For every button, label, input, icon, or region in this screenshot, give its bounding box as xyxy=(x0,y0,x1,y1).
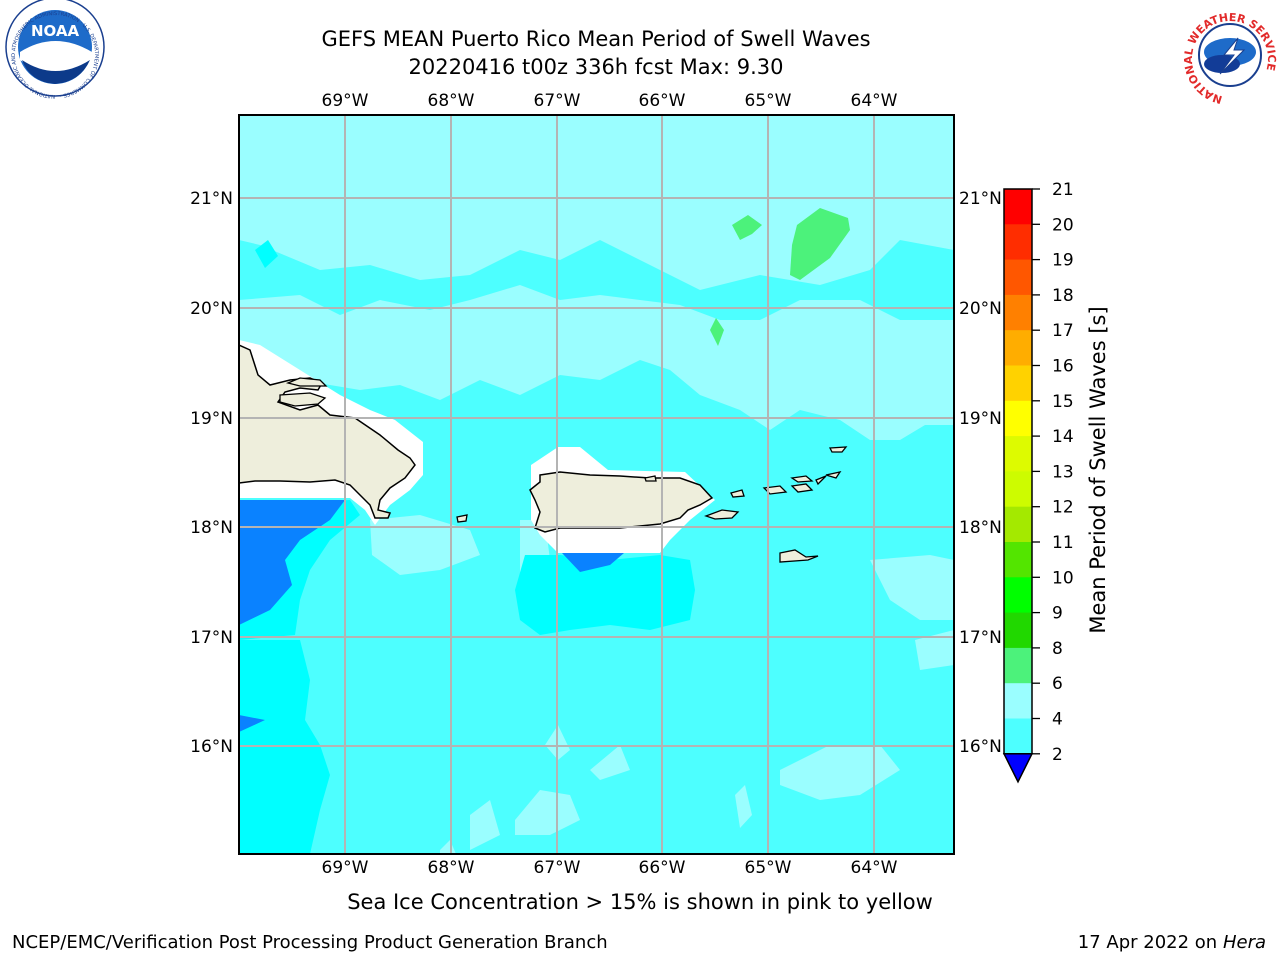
colorbar-segment xyxy=(1004,683,1032,719)
footer-credit: NCEP/EMC/Verification Post Processing Pr… xyxy=(12,932,608,953)
colorbar-tick-label: 14 xyxy=(1052,427,1074,447)
colorbar-tick-label: 9 xyxy=(1052,604,1063,624)
contour-2-4 xyxy=(239,500,624,732)
colorbar-tick-label: 12 xyxy=(1052,498,1074,518)
lon-label: 64°W xyxy=(851,858,898,878)
lon-label: 69°W xyxy=(322,858,369,878)
colorbar-under-arrow xyxy=(1002,753,1034,784)
colorbar-tick-label: 18 xyxy=(1052,286,1074,306)
chart-title: GEFS MEAN Puerto Rico Mean Period of Swe… xyxy=(321,27,871,51)
colorbar-tick-label: 4 xyxy=(1052,710,1063,730)
colorbar-tick-label: 8 xyxy=(1052,639,1063,659)
lon-labels-top: 69°W 68°W 67°W 66°W 65°W 64°W xyxy=(322,91,898,111)
footer-date: 17 Apr 2022 on Hera xyxy=(1078,932,1266,953)
lat-label: 17°N xyxy=(190,628,233,648)
lat-label: 18°N xyxy=(190,518,233,538)
lat-label: 17°N xyxy=(959,628,1002,648)
lat-label: 21°N xyxy=(959,189,1002,209)
colorbar-tick-label: 16 xyxy=(1052,357,1074,377)
colorbar-tick-label: 11 xyxy=(1052,533,1074,553)
lon-label: 65°W xyxy=(745,858,792,878)
lon-label: 66°W xyxy=(639,91,686,111)
chart-subtitle: 20220416 t00z 336h fcst Max: 9.30 xyxy=(408,55,784,79)
lon-label: 67°W xyxy=(534,858,581,878)
north-coast-islet xyxy=(285,377,328,387)
lat-label: 20°N xyxy=(190,299,233,319)
lon-label: 68°W xyxy=(428,858,475,878)
nws-logo: NATIONAL WEATHER SERVICE xyxy=(1182,11,1278,106)
small-islands xyxy=(456,446,848,563)
lon-label: 68°W xyxy=(428,91,475,111)
colorbar-tick-label: 20 xyxy=(1052,215,1074,235)
sea-ice-note: Sea Ice Concentration > 15% is shown in … xyxy=(347,890,933,914)
colorbar-segment xyxy=(1004,506,1032,543)
colorbar-tick-label: 2 xyxy=(1052,745,1063,765)
colorbar-tick-label: 15 xyxy=(1052,392,1074,412)
lat-labels-left: 21°N 20°N 19°N 18°N 17°N 16°N xyxy=(190,189,233,757)
lon-labels-bottom: 69°W 68°W 67°W 66°W 65°W 64°W xyxy=(322,858,898,878)
lat-labels-right: 21°N 20°N 19°N 18°N 17°N 16°N xyxy=(959,189,1002,757)
lon-label: 66°W xyxy=(639,858,686,878)
colorbar-segment xyxy=(1004,436,1032,472)
colorbar-segment xyxy=(1004,718,1032,755)
colorbar-segment xyxy=(1004,259,1032,296)
grid-lines xyxy=(239,115,954,854)
colorbar-segment xyxy=(1004,612,1032,649)
lat-label: 18°N xyxy=(959,518,1002,538)
map-frame xyxy=(238,114,955,855)
lon-label: 64°W xyxy=(851,91,898,111)
colorbar-segment xyxy=(1004,365,1032,402)
colorbar-segment xyxy=(1004,647,1032,684)
colorbar-segment xyxy=(1004,542,1032,578)
lat-label: 20°N xyxy=(959,299,1002,319)
colorbar-tick-label: 13 xyxy=(1052,462,1074,482)
colorbar-tick-label: 19 xyxy=(1052,251,1074,271)
colorbar-segment xyxy=(1004,294,1032,331)
svg-text:NOAA: NOAA xyxy=(31,22,80,40)
footer-host: Hera xyxy=(1222,932,1266,953)
colorbar-tick-label: 21 xyxy=(1052,180,1074,200)
colorbar-segment xyxy=(1004,330,1032,366)
colorbar-segment xyxy=(1004,577,1032,614)
lon-label: 65°W xyxy=(745,91,792,111)
lon-label: 69°W xyxy=(322,91,369,111)
colorbar-segment xyxy=(1004,400,1032,437)
noaa-logo: NOAA NATIONAL OCEANIC AND ATMOSPHERIC AD… xyxy=(5,0,105,99)
lon-label: 67°W xyxy=(534,91,581,111)
colorbar: 2 4 6 8 9 10 11 12 13 14 15 16 17 18 19 20 21 xyxy=(1002,180,1074,784)
lat-label: 19°N xyxy=(190,409,233,429)
colorbar-tick-label: 17 xyxy=(1052,321,1074,341)
lat-label: 19°N xyxy=(959,409,1002,429)
lat-label: 21°N xyxy=(190,189,233,209)
colorbar-segment xyxy=(1004,471,1032,508)
colorbar-tick-label: 10 xyxy=(1052,568,1074,588)
hispaniola-peninsula xyxy=(279,392,327,407)
lat-label: 16°N xyxy=(190,737,233,757)
lat-label: 16°N xyxy=(959,737,1002,757)
colorbar-segment xyxy=(1004,189,1032,225)
colorbar-tick-label: 6 xyxy=(1052,674,1063,694)
map-plot-area xyxy=(239,115,954,854)
contour-9-10 xyxy=(710,208,850,346)
footer-date-text: 17 Apr 2022 on xyxy=(1077,932,1218,953)
colorbar-segment xyxy=(1004,224,1032,261)
